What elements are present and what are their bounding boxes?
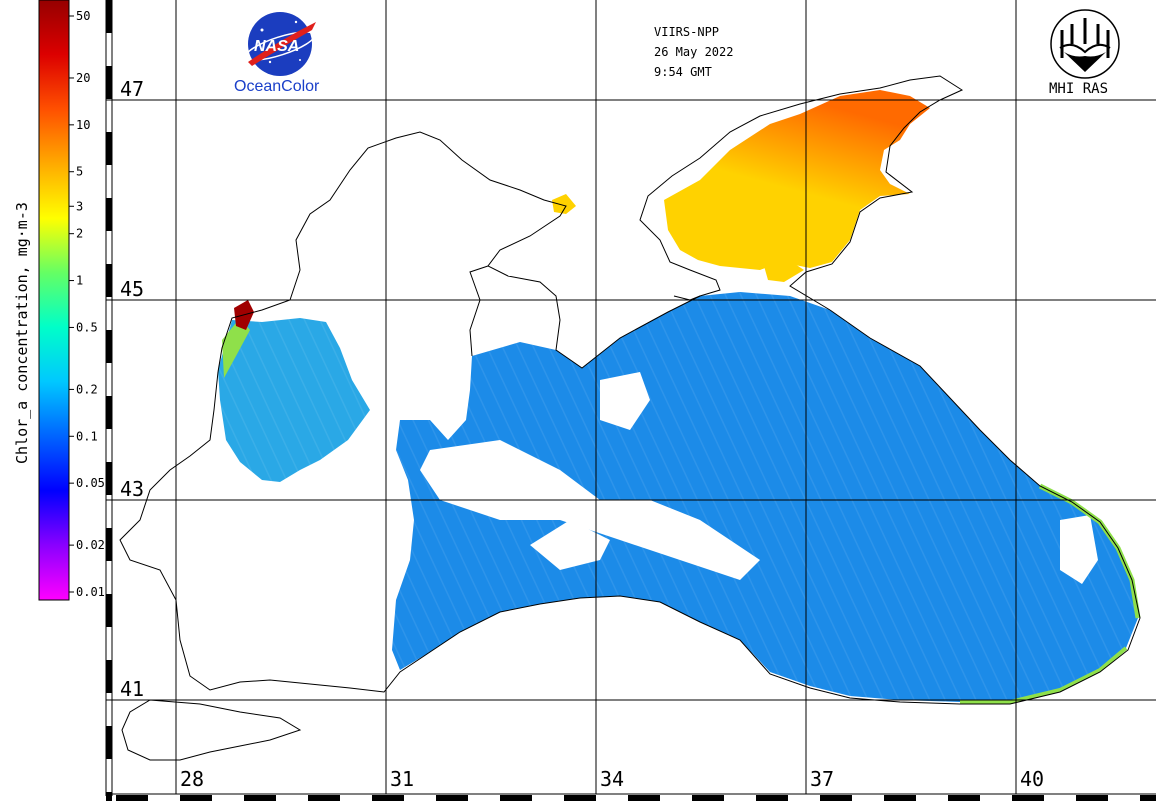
bottom-ruler-segments xyxy=(116,795,1156,801)
colorbar-tick-label: 0.05 xyxy=(76,476,105,490)
sea-of-azov-water xyxy=(664,90,930,270)
ruler-segment xyxy=(308,795,340,801)
colorbar-ticks: 50 20 10 5 3 2 1 0.5 0.2 0.1 0.05 0.02 0.01 xyxy=(69,9,105,599)
oceancolor-wordmark: OceanColor xyxy=(234,78,320,95)
mhi-ras-logo: MHI RAS xyxy=(1049,9,1120,97)
ruler-segment xyxy=(106,462,112,495)
left-ruler-segments xyxy=(106,0,112,805)
cloud-gaps xyxy=(420,290,1098,584)
coastline-marmara xyxy=(121,699,302,761)
ruler-segment xyxy=(884,795,916,801)
colorbar-title: Chlor_a concentration, mg·m-3 xyxy=(13,202,31,464)
frame-rulers xyxy=(105,0,1156,805)
colorbar-tick-label: 3 xyxy=(76,199,83,213)
ruler-segment xyxy=(1076,795,1108,801)
longitude-label-40: 40 xyxy=(1020,767,1044,791)
ruler-segment xyxy=(244,795,276,801)
colorbar: 50 20 10 5 3 2 1 0.5 0.2 0.1 0.05 0.02 0.01 Chlor_a … xyxy=(13,0,105,601)
ruler-segment xyxy=(106,66,112,99)
colorbar-tick-label: 10 xyxy=(76,118,90,132)
colorbar-tick-label: 5 xyxy=(76,165,83,179)
colorbar-tick-label: 2 xyxy=(76,227,83,241)
coastline-layer xyxy=(119,75,1141,761)
acquisition-info: VIIRS-NPP 26 May 2022 9:54 GMT xyxy=(654,25,733,79)
ruler-segment xyxy=(106,594,112,627)
cloud-gap xyxy=(600,372,650,430)
mhi-ras-wordmark: MHI RAS xyxy=(1049,81,1108,97)
northwest-shelf-streaks xyxy=(218,318,370,482)
cloud-gap xyxy=(1060,515,1098,584)
sea-layer xyxy=(218,90,1141,704)
ruler-segment xyxy=(106,264,112,297)
colorbar-tick-label: 0.01 xyxy=(76,585,105,599)
ruler-segment xyxy=(500,795,532,801)
ruler-segment xyxy=(106,0,112,33)
ruler-segment xyxy=(106,132,112,165)
colorbar-tick-label: 0.5 xyxy=(76,320,98,334)
ruler-segment xyxy=(948,795,980,801)
nasa-wordmark: NASA xyxy=(254,38,299,55)
ruler-segment xyxy=(820,795,852,801)
latitude-label-45: 45 xyxy=(120,277,144,301)
acquisition-date: 26 May 2022 xyxy=(654,45,733,59)
ruler-segment xyxy=(106,330,112,363)
latitude-labels: 47 45 43 41 xyxy=(120,77,144,701)
latitude-label-43: 43 xyxy=(120,477,144,501)
cloud-gap xyxy=(420,440,760,580)
colorbar-gradient xyxy=(38,0,70,601)
ruler-segment xyxy=(692,795,724,801)
ruler-segment xyxy=(756,795,788,801)
ruler-segment xyxy=(1012,795,1044,801)
danube-estuary-plume xyxy=(222,318,250,378)
kerch-strait-plume xyxy=(764,258,804,282)
longitude-label-37: 37 xyxy=(810,767,834,791)
ruler-segment xyxy=(180,795,212,801)
coastline-south-west xyxy=(119,371,541,693)
ruler-segment xyxy=(106,198,112,231)
colorbar-tick-label: 0.1 xyxy=(76,429,98,443)
latitude-label-47: 47 xyxy=(120,77,144,101)
dnieper-estuary-plume xyxy=(552,194,576,214)
satellite-sensor: VIIRS-NPP xyxy=(654,25,719,39)
black-sea-streaks xyxy=(392,292,1138,702)
ruler-segment xyxy=(372,795,404,801)
colorbar-tick-label: 50 xyxy=(76,9,90,23)
ruler-segment xyxy=(106,726,112,759)
ruler-segment xyxy=(116,795,148,801)
longitude-label-31: 31 xyxy=(390,767,414,791)
colorbar-tick-label: 1 xyxy=(76,274,83,288)
ruler-segment xyxy=(106,660,112,693)
colorbar-tick-label: 0.02 xyxy=(76,538,105,552)
cloud-gap xyxy=(536,290,572,348)
nasa-oceancolor-logo: NASA OceanColor xyxy=(234,12,320,95)
ruler-segment xyxy=(1140,795,1156,801)
longitude-labels: 28 31 34 37 40 xyxy=(180,767,1044,791)
cloud-gap xyxy=(530,520,610,570)
graticule xyxy=(106,0,1156,794)
nasa-meatball-icon: NASA xyxy=(244,12,316,76)
latitude-label-41: 41 xyxy=(120,677,144,701)
ruler-segment xyxy=(106,528,112,561)
coastline-east xyxy=(539,309,1141,705)
ruler-segment xyxy=(106,792,112,805)
ruler-segment xyxy=(628,795,660,801)
acquisition-time: 9:54 GMT xyxy=(654,65,712,79)
ruler-segment xyxy=(106,396,112,429)
coastline-north xyxy=(217,75,964,373)
ruler-segment xyxy=(436,795,468,801)
longitude-label-34: 34 xyxy=(600,767,624,791)
coastal-chlorophyll-band xyxy=(960,646,1128,704)
mhi-ras-emblem-icon xyxy=(1050,9,1120,79)
ruler-segment xyxy=(564,795,596,801)
longitude-label-28: 28 xyxy=(180,767,204,791)
colorbar-tick-label: 0.2 xyxy=(76,382,98,396)
colorbar-tick-label: 20 xyxy=(76,71,90,85)
